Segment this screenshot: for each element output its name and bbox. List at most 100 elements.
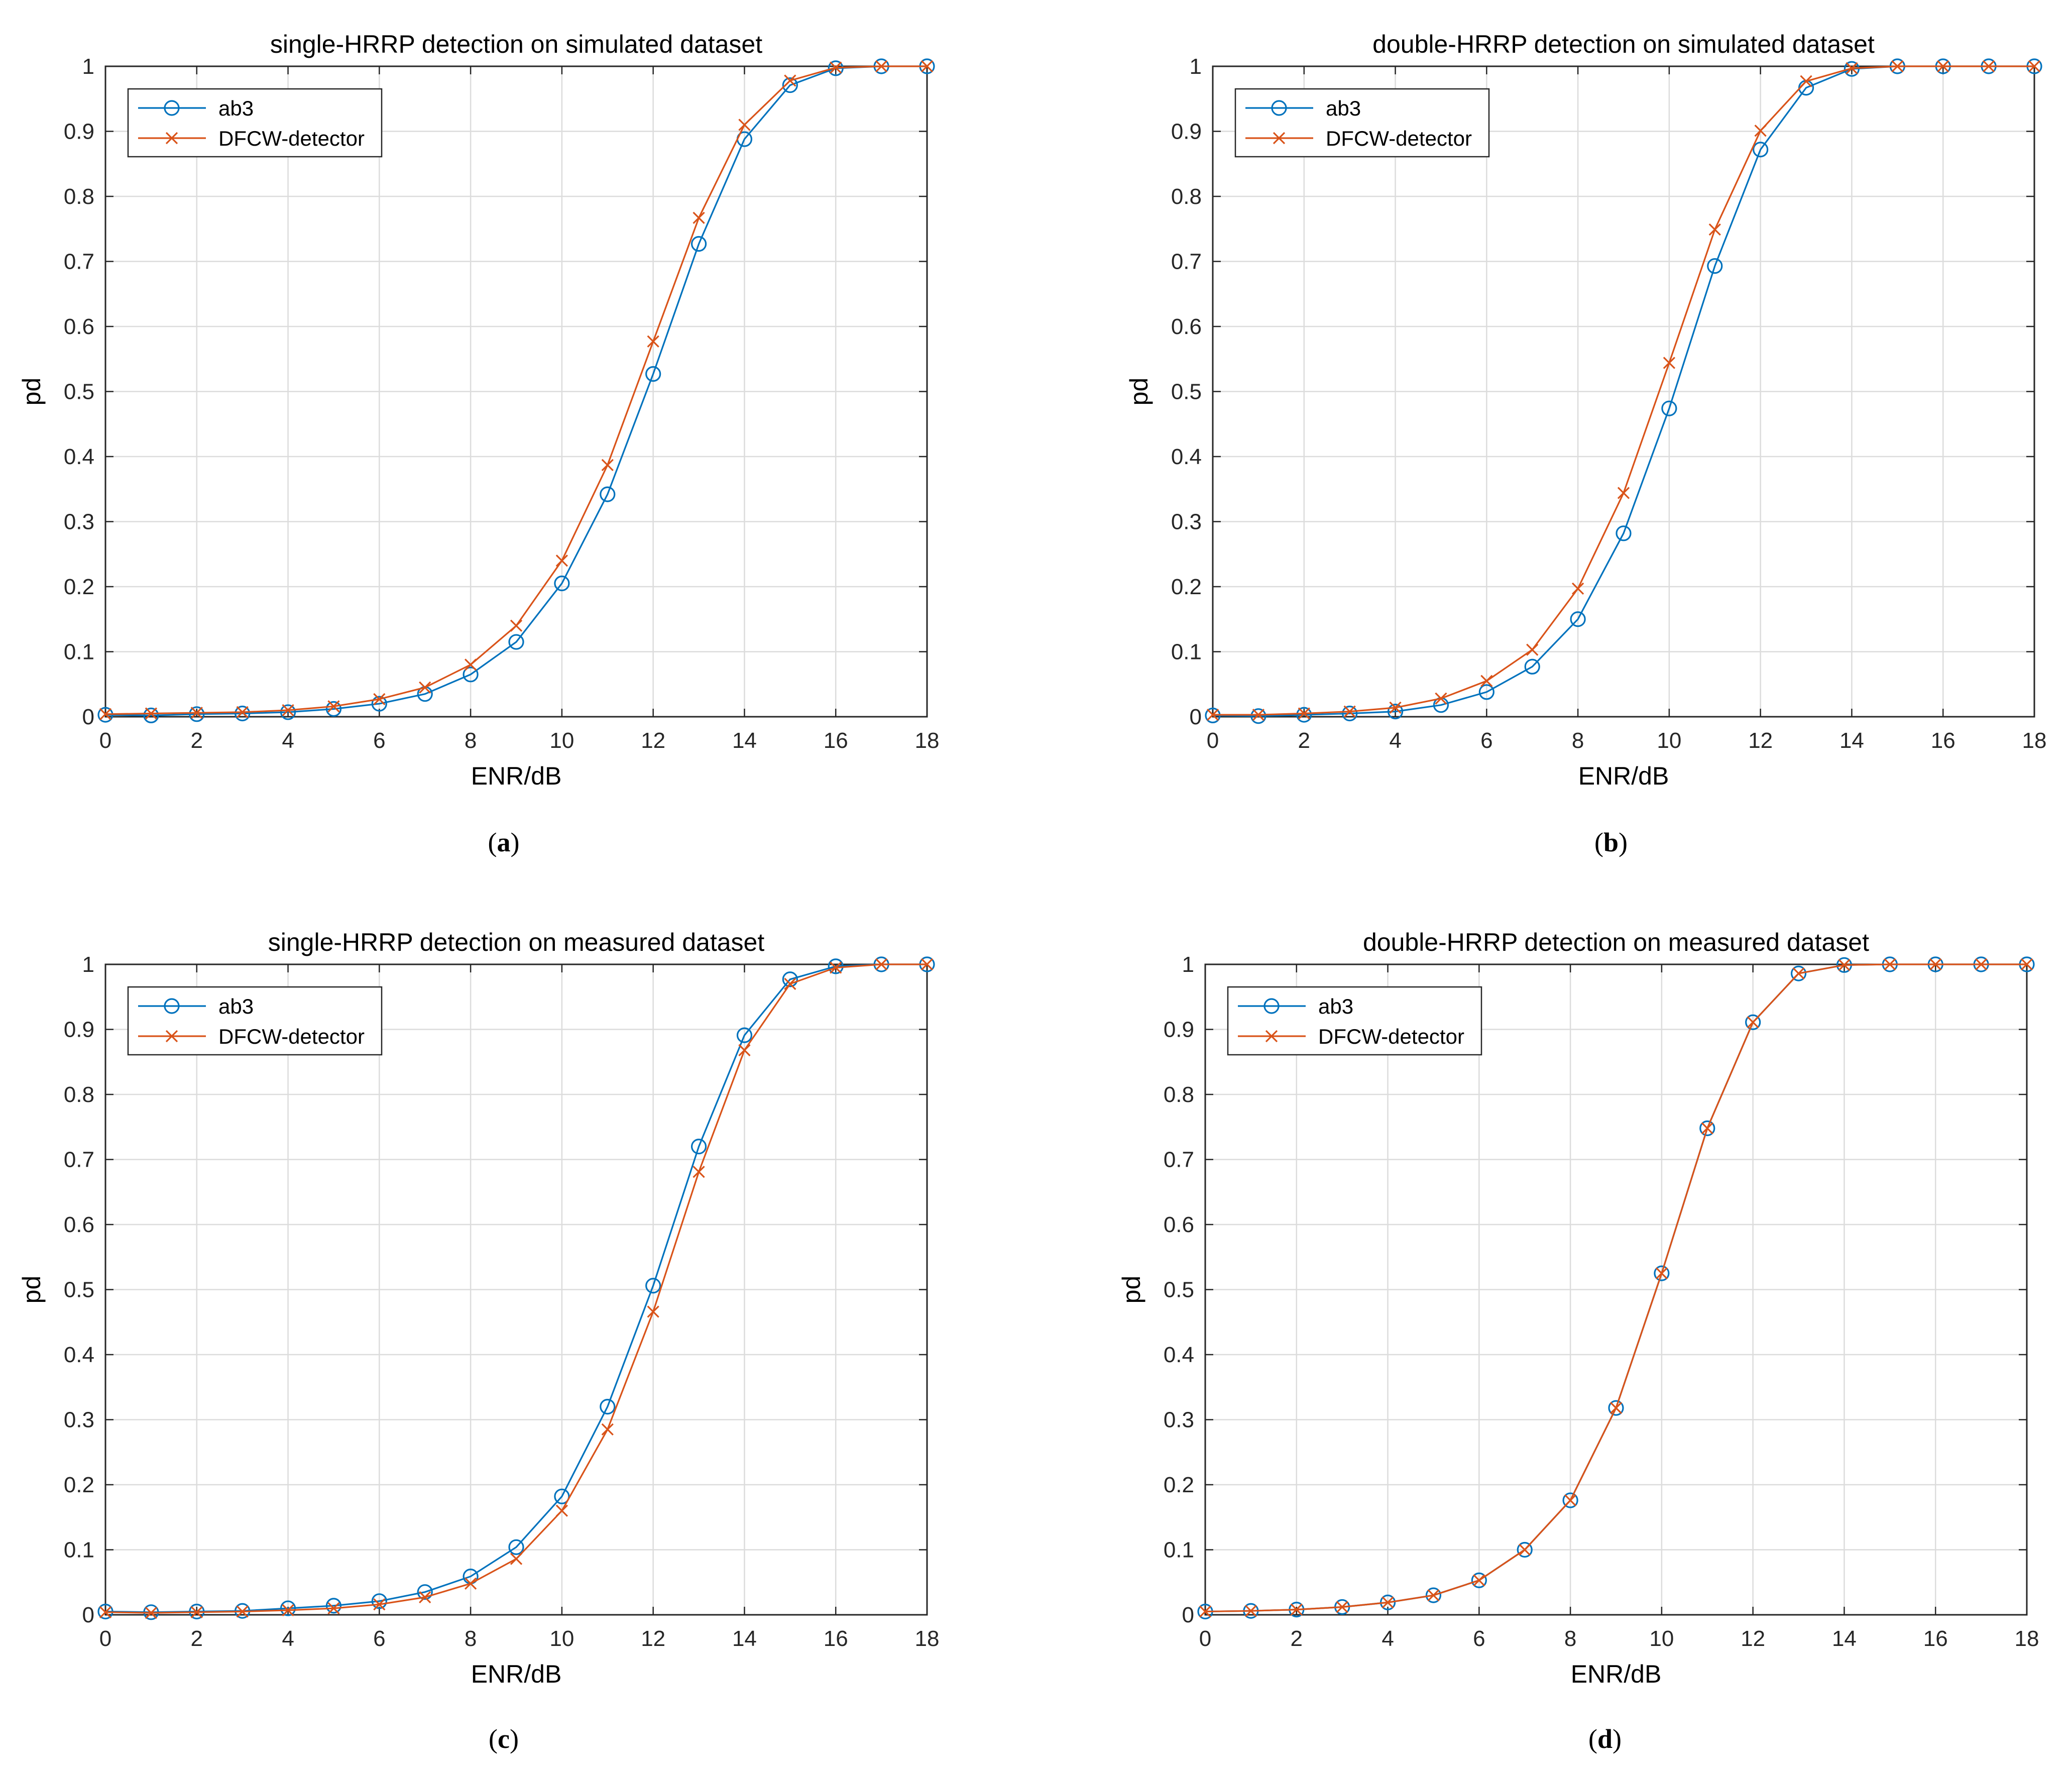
data-point bbox=[1838, 959, 1851, 971]
data-point bbox=[2020, 958, 2033, 971]
y-axis-label: pd bbox=[18, 1276, 46, 1304]
data-point bbox=[327, 1602, 340, 1615]
data-point bbox=[99, 1606, 112, 1618]
legend-label: DFCW-detector bbox=[218, 1025, 365, 1048]
legend-marker bbox=[1273, 132, 1286, 145]
chart-title: single-HRRP detection on measured datase… bbox=[268, 928, 765, 956]
data-point bbox=[143, 707, 159, 724]
x-tick-label: 2 bbox=[1298, 728, 1310, 753]
data-point bbox=[1699, 1120, 1715, 1136]
y-tick-label: 0.4 bbox=[64, 445, 94, 469]
legend-marker bbox=[165, 1030, 178, 1043]
data-point bbox=[647, 335, 659, 348]
data-point bbox=[371, 696, 387, 712]
data-point bbox=[1526, 643, 1539, 656]
data-point bbox=[600, 486, 616, 502]
data-point bbox=[601, 459, 614, 471]
panel-caption: (d) bbox=[1588, 1724, 1622, 1754]
data-point bbox=[920, 958, 934, 971]
y-tick-label: 0.5 bbox=[1171, 380, 1202, 404]
data-point bbox=[325, 701, 342, 717]
legend-marker bbox=[165, 132, 178, 145]
y-tick-label: 0.3 bbox=[1164, 1408, 1194, 1432]
data-point bbox=[508, 634, 524, 650]
series-DFCW-detector bbox=[99, 60, 934, 720]
data-point bbox=[1298, 707, 1310, 720]
x-tick-label: 8 bbox=[465, 1626, 477, 1651]
y-tick-label: 1 bbox=[1182, 952, 1194, 977]
x-tick-label: 8 bbox=[1572, 728, 1584, 753]
x-tick-label: 14 bbox=[1839, 728, 1864, 753]
legend-label: DFCW-detector bbox=[1326, 127, 1472, 150]
x-tick-label: 14 bbox=[732, 1626, 757, 1651]
y-tick-label: 0.9 bbox=[64, 1018, 94, 1042]
data-point bbox=[1564, 1494, 1577, 1507]
data-point bbox=[1342, 705, 1358, 722]
y-tick-label: 0.1 bbox=[64, 640, 94, 665]
series-DFCW-detector bbox=[1206, 60, 2041, 721]
x-tick-label: 4 bbox=[1389, 728, 1401, 753]
data-point bbox=[236, 706, 249, 719]
x-tick-label: 18 bbox=[915, 1626, 940, 1651]
y-tick-label: 0.9 bbox=[64, 120, 94, 144]
y-tick-label: 0 bbox=[1190, 705, 1202, 729]
data-point bbox=[190, 707, 203, 719]
legend-box bbox=[127, 986, 383, 1056]
y-tick-label: 0.6 bbox=[64, 314, 94, 339]
data-point bbox=[1891, 60, 1904, 73]
y-tick-label: 0.6 bbox=[64, 1212, 94, 1237]
series-DFCW-detector bbox=[1199, 958, 2033, 1618]
legend-label: ab3 bbox=[1326, 96, 1361, 120]
data-point bbox=[1790, 965, 1807, 981]
data-point bbox=[782, 77, 798, 93]
data-point bbox=[830, 61, 842, 74]
x-axis-label: ENR/dB bbox=[1578, 762, 1669, 790]
legend-marker bbox=[164, 998, 180, 1014]
y-axis-label: pd bbox=[1125, 378, 1153, 406]
data-point bbox=[1199, 1605, 1212, 1618]
legend: ab3 DFCW-detector bbox=[127, 986, 383, 1056]
data-point bbox=[1708, 223, 1721, 236]
y-tick-label: 0 bbox=[82, 1603, 94, 1627]
data-point bbox=[1617, 487, 1630, 499]
data-point bbox=[508, 1539, 524, 1555]
y-tick-label: 0.3 bbox=[64, 510, 94, 534]
data-point bbox=[1252, 708, 1265, 721]
x-tick-label: 12 bbox=[1741, 1626, 1765, 1651]
data-point bbox=[510, 1553, 523, 1565]
data-point bbox=[1655, 1267, 1668, 1280]
chart-title: single-HRRP detection on simulated datas… bbox=[270, 30, 762, 58]
data-point bbox=[601, 1423, 614, 1436]
data-point bbox=[1290, 1603, 1303, 1616]
legend-box bbox=[127, 88, 383, 158]
x-tick-label: 12 bbox=[641, 728, 665, 753]
data-point bbox=[99, 708, 112, 720]
chart-panel-1: 0 2 4 6 8 10 12 14 16 18 0 0.1 0.2 0.3 0.4 0.5 0.6 0.7 0.8… bbox=[18, 30, 939, 857]
data-point bbox=[1480, 675, 1493, 687]
data-point bbox=[282, 1604, 294, 1617]
data-point bbox=[784, 977, 796, 990]
data-point bbox=[1745, 1014, 1761, 1030]
chart-panel-2: 0 2 4 6 8 10 12 14 16 18 0 0.1 0.2 0.3 0.4 0.5 0.6 0.7 0.8… bbox=[1125, 30, 2046, 857]
x-tick-label: 10 bbox=[1649, 1626, 1674, 1651]
x-axis-label: ENR/dB bbox=[471, 762, 562, 790]
x-tick-label: 16 bbox=[1923, 1626, 1948, 1651]
x-tick-label: 10 bbox=[1657, 728, 1681, 753]
y-tick-label: 0.7 bbox=[64, 1148, 94, 1172]
data-point bbox=[647, 1305, 659, 1318]
x-tick-label: 0 bbox=[99, 728, 111, 753]
x-tick-label: 0 bbox=[1207, 728, 1219, 753]
data-point bbox=[1753, 142, 1769, 158]
data-point bbox=[1206, 708, 1219, 721]
legend-label: ab3 bbox=[218, 96, 254, 120]
data-point bbox=[738, 1044, 751, 1057]
data-point bbox=[645, 366, 661, 382]
axes-box bbox=[1212, 65, 2035, 718]
data-point bbox=[282, 704, 294, 717]
data-point bbox=[417, 1584, 433, 1600]
data-point bbox=[1571, 582, 1584, 595]
x-tick-label: 18 bbox=[915, 728, 940, 753]
data-point bbox=[2028, 60, 2041, 73]
data-point bbox=[693, 1165, 705, 1178]
x-tick-label: 8 bbox=[1564, 1626, 1576, 1651]
